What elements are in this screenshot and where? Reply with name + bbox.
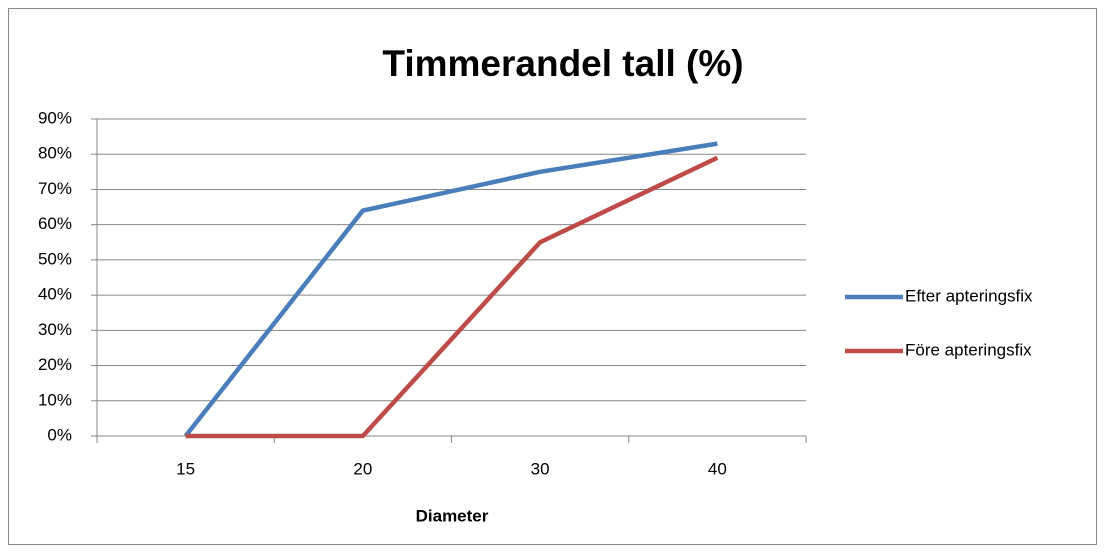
y-tick-label: 20% [38, 355, 72, 374]
x-axis-title: Diameter [416, 506, 489, 525]
y-tick-label: 60% [38, 214, 72, 233]
x-tick-label: 20 [353, 459, 372, 478]
y-tick-label: 80% [38, 144, 72, 163]
series-line [185, 155, 719, 439]
y-tick-label: 70% [38, 179, 72, 198]
y-tick-label: 10% [38, 390, 72, 409]
y-tick-label: 0% [47, 425, 72, 444]
chart-title: Timmerandel tall (%) [382, 43, 743, 84]
y-tick-label: 30% [38, 320, 72, 339]
x-tick-label: 30 [531, 459, 550, 478]
legend-label: Före apteringsfix [905, 340, 1032, 359]
legend-label: Efter apteringsfix [905, 286, 1033, 305]
series-line [183, 141, 718, 438]
x-tick-label: 15 [176, 459, 195, 478]
x-tick-label: 40 [708, 459, 727, 478]
y-tick-label: 50% [38, 249, 72, 268]
chart-border [8, 8, 1097, 545]
y-tick-label: 90% [38, 108, 72, 127]
y-tick-label: 40% [38, 285, 72, 304]
